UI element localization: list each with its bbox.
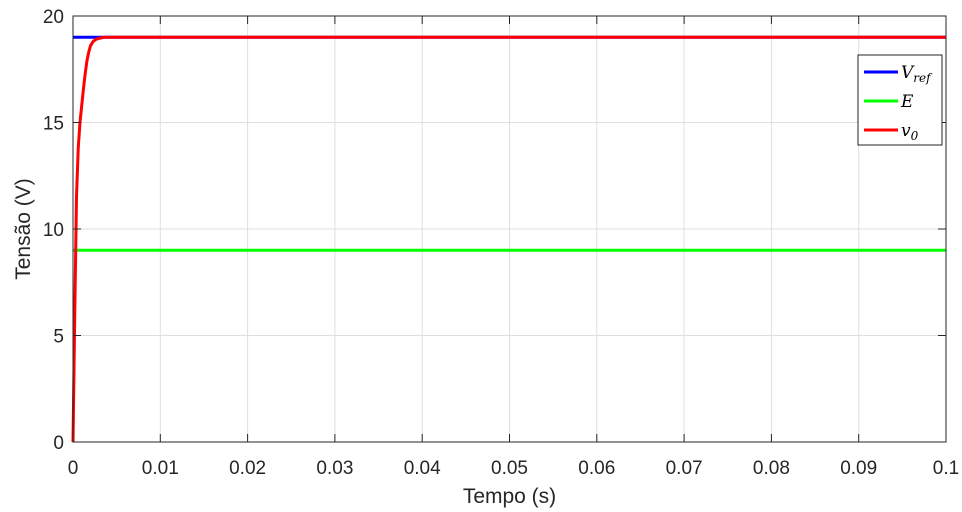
legend: Vref Ev0 [857, 54, 943, 146]
ticks [72, 15, 947, 443]
x-tick-label: 0.02 [229, 458, 266, 479]
legend-label: E [900, 92, 914, 112]
x-tick-label: 0.09 [840, 458, 877, 479]
x-tick-labels: 0 0.01 0.02 0.03 0.04 0.05 0.06 0.07 0.08 0.09 0.1 [68, 458, 960, 479]
x-tick-label: 0.01 [142, 458, 179, 479]
legend-label: v0 [901, 121, 919, 143]
y-tick-label: 0 [53, 433, 64, 454]
y-axis-title: Tensão (V) [12, 178, 35, 280]
series-lines [71, 35, 946, 443]
legend-label: Vref [901, 63, 933, 85]
x-axis-title: Tempo (s) [463, 485, 556, 508]
y-tick-label: 5 [53, 327, 64, 348]
x-tick-label: 0 [68, 458, 79, 479]
x-tick-label: 0.1 [933, 458, 959, 479]
x-tick-label: 0.04 [404, 458, 441, 479]
x-tick-label: 0.06 [578, 458, 615, 479]
y-tick-label: 20 [43, 7, 64, 28]
y-tick-labels: 0 5 10 15 20 [43, 7, 64, 454]
x-tick-label: 0.03 [316, 458, 353, 479]
x-tick-label: 0.08 [753, 458, 790, 479]
y-tick-label: 15 [43, 114, 64, 135]
series-line-v-0 [71, 35, 946, 443]
x-tick-label: 0.05 [491, 458, 528, 479]
y-tick-label: 10 [43, 220, 64, 241]
x-tick-label: 0.07 [666, 458, 703, 479]
